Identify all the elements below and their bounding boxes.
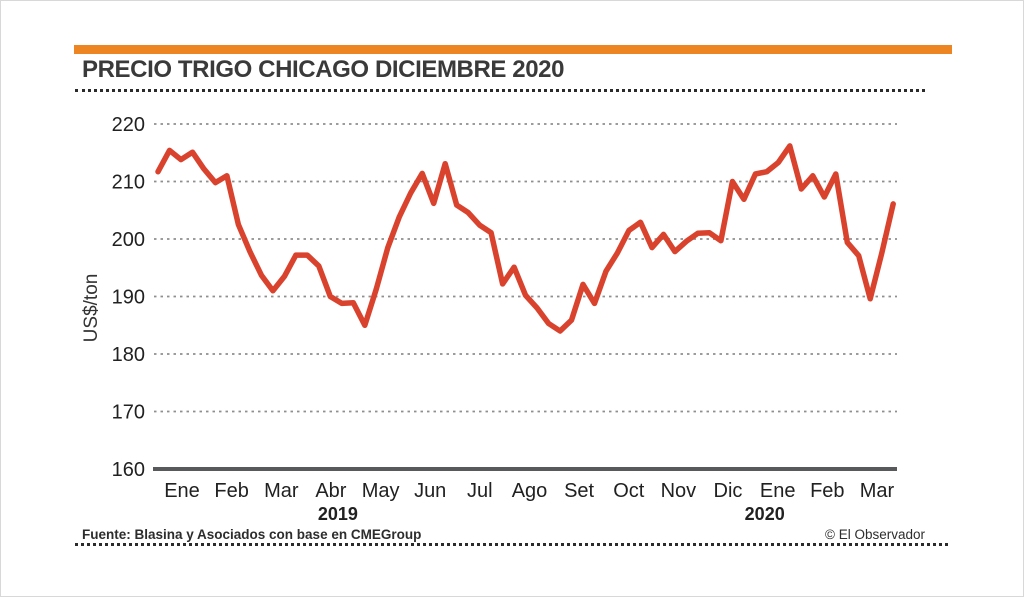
y-tick-label: 180 <box>112 344 145 366</box>
month-label: Mar <box>264 480 299 502</box>
chart-title: PRECIO TRIGO CHICAGO DICIEMBRE 2020 <box>82 56 565 83</box>
y-tick-label: 170 <box>112 402 145 424</box>
month-label: Nov <box>661 480 697 502</box>
y-tick-label: 210 <box>112 172 145 194</box>
month-label: May <box>362 480 400 502</box>
y-tick-label: 200 <box>112 229 145 251</box>
year-label: 2019 <box>318 504 358 524</box>
price-line <box>155 143 896 334</box>
year-label: 2020 <box>745 504 785 524</box>
month-label: Feb <box>810 480 844 502</box>
month-label: Dic <box>714 480 743 502</box>
y-tick-label: 190 <box>112 287 145 309</box>
month-label: Ago <box>512 480 548 502</box>
month-label: Ene <box>164 480 200 502</box>
credit-note: © El Observador <box>825 527 925 542</box>
month-label: Ene <box>760 480 796 502</box>
accent-bar <box>74 45 952 54</box>
month-label: Jun <box>414 480 446 502</box>
month-label: Mar <box>860 480 895 502</box>
y-tick-label: 220 <box>112 114 145 136</box>
y-tick-label: 160 <box>112 459 145 481</box>
footer-separator <box>75 543 948 546</box>
month-label: Abr <box>315 480 346 502</box>
y-axis-label: US$/ton <box>81 274 102 343</box>
month-label: Set <box>564 480 594 502</box>
month-label: Jul <box>467 480 493 502</box>
footer: Fuente: Blasina y Asociados con base en … <box>82 527 925 542</box>
month-label: Feb <box>214 480 248 502</box>
month-label: Oct <box>613 480 645 502</box>
title-separator <box>75 89 925 92</box>
source-note: Fuente: Blasina y Asociados con base en … <box>82 527 422 542</box>
